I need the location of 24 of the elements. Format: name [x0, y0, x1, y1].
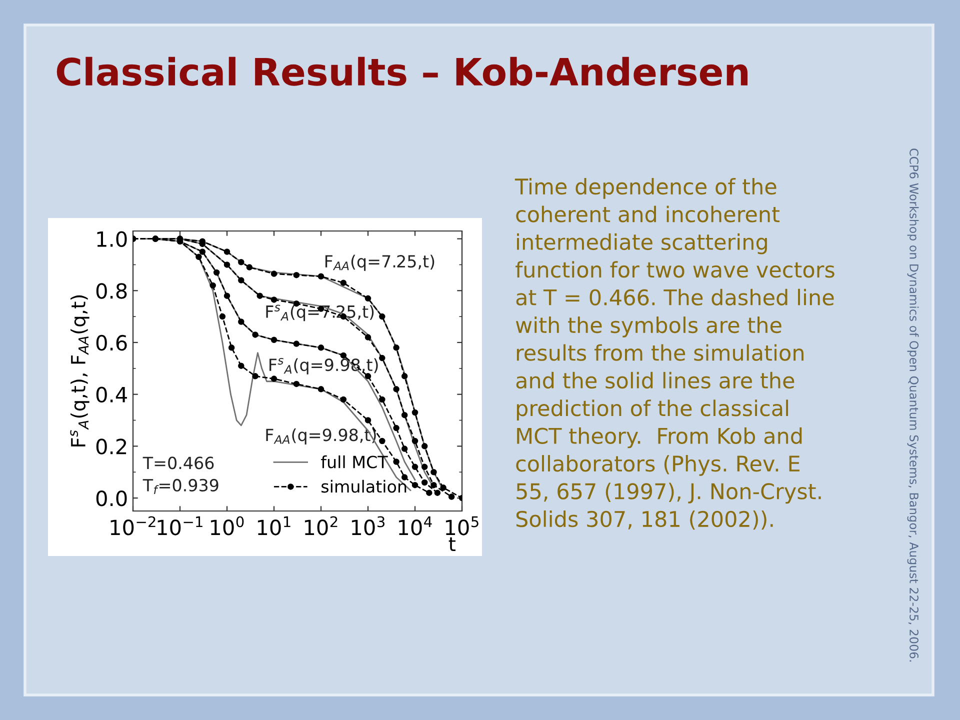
legend-label: simulation — [322, 480, 406, 493]
y-tick-label: 0.4 — [96, 386, 127, 403]
x-tick-label: 10$^{5}$ — [446, 516, 478, 536]
y-axis-title: F$^{s}$$_{A}$(q,t), F$_{AA}$(q,t) — [70, 295, 90, 446]
y-tick-label: 0.6 — [96, 334, 127, 351]
x-tick-label: 10$^{0}$ — [210, 516, 244, 536]
y-tick-label: 0.8 — [96, 283, 127, 299]
y-tick-label: 1.0 — [97, 231, 127, 247]
y-tick-label: 0.0 — [96, 490, 127, 506]
x-tick-label: 10$^{−2}$ — [110, 516, 156, 536]
legend-label: full MCT — [321, 455, 388, 468]
x-tick-label: 10$^{4}$ — [398, 516, 432, 536]
y-tick-label: 0.2 — [96, 438, 126, 454]
annotation: T=0.466 — [142, 456, 214, 470]
chart-title: Classical Results – Kob-Andersen — [56, 56, 748, 86]
x-tick-label: 10$^{2}$ — [304, 516, 338, 536]
annotation: T$_{f}$=0.939 — [142, 478, 218, 494]
annotation: F$_{AA}$(q=7.25,t) — [325, 254, 434, 271]
x-tick-label: 10$^{3}$ — [352, 516, 384, 536]
x-tick-label: 10$^{−1}$ — [158, 516, 202, 536]
text: Time dependence of the coherent and incoherent intermediate scattering function for two wave vectors at T = 0.466. The dashed line with the symbols are the results from the simulation and the solid lines are the prediction of the classical MCT theory. From Kob and collaborators (Phys. Rev. E 55, 657 (1997), J. Non-Cryst. Solids 307, 181 (2002)). — [514, 178, 834, 530]
x-tick-label: 10$^{1}$ — [258, 516, 290, 536]
x-axis-title: t — [448, 537, 456, 551]
text: CCP6 Workshop on Dynamics of Open Quantum Systems, Bangor, August 22-25, 2006. — [907, 148, 919, 662]
